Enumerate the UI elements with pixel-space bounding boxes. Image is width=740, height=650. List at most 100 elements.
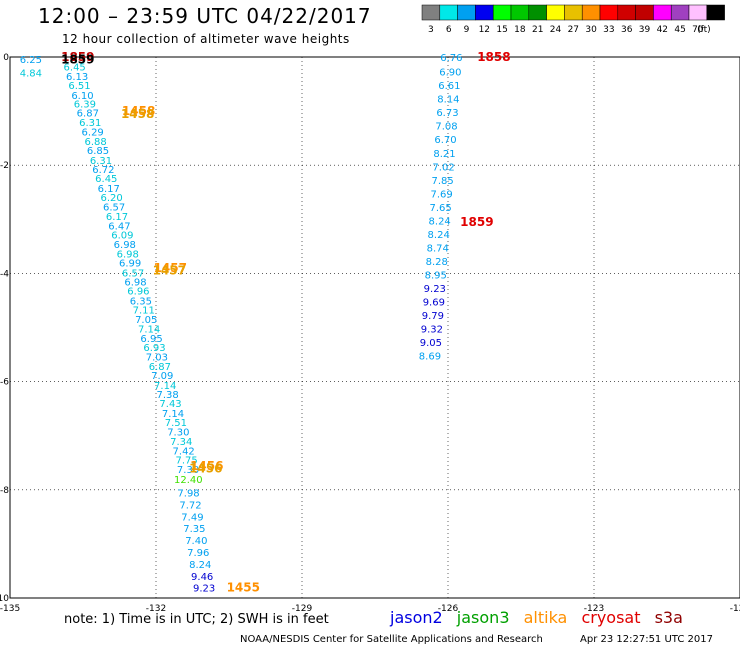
colorbar-tick-label: 18: [514, 25, 526, 35]
wave-height-label: 6.96: [127, 287, 149, 298]
credit-line: NOAA/NESDIS Center for Satellite Applica…: [240, 634, 543, 645]
colorbar-tick-label: 24: [550, 25, 562, 35]
colorbar-tick-label: 39: [639, 25, 651, 35]
wave-height-label: 7.75: [175, 456, 197, 467]
wave-height-label: 8.69: [419, 352, 441, 363]
pass-time-label: 1458: [122, 104, 155, 118]
x-tick-label: -135: [0, 604, 20, 614]
wave-height-label: 7.08: [435, 122, 457, 133]
pass-time-label: 1457: [153, 264, 186, 278]
y-tick-label: -6: [0, 378, 9, 388]
y-tick-label: -10: [0, 594, 9, 604]
pass-time-label: 1859: [61, 50, 94, 64]
colorbar-tick-label: 27: [568, 25, 579, 35]
wave-height-label: 7.38: [156, 390, 178, 401]
wave-height-label: 6.35: [130, 296, 152, 307]
wave-height-label: 6.57: [122, 268, 144, 279]
wave-height-label: 7.03: [146, 353, 168, 364]
wave-height-label: 6.29: [82, 128, 104, 139]
wave-height-label: 7.69: [430, 189, 452, 200]
chart-subtitle: 12 hour collection of altimeter wave hei…: [62, 32, 350, 46]
x-tick-label: -132: [146, 604, 166, 614]
pass-time-label: 1858: [477, 50, 510, 64]
wave-height-label: 7.14: [162, 409, 184, 420]
wave-height-label: 7.85: [431, 176, 453, 187]
wave-height-label: 6.87: [149, 362, 171, 373]
wave-height-label: 7.02: [432, 162, 454, 173]
wave-height-label: 6.73: [436, 108, 458, 119]
wave-height-label: 7.05: [135, 315, 157, 326]
x-tick-label: -123: [584, 604, 604, 614]
colorbar-tick-label: 21: [532, 25, 543, 35]
wave-height-label: 6.45: [64, 63, 86, 74]
x-tick-label: -129: [292, 604, 313, 614]
wave-height-label: 6.61: [438, 81, 460, 92]
satellite-name-altika: altika: [523, 608, 568, 627]
wave-height-label: 7.51: [165, 418, 187, 429]
y-tick-label: -4: [0, 269, 9, 279]
wave-height-label: 6.88: [84, 137, 106, 148]
pass-time-label: 1456: [189, 462, 222, 476]
wave-height-label: 6.17: [106, 212, 128, 223]
wave-height-label: 6.85: [87, 146, 109, 157]
colorbar-tick-label: 12: [479, 25, 490, 35]
wave-height-label: 8.74: [427, 243, 449, 254]
satellite-name-jason2: jason2: [390, 608, 443, 627]
wave-height-label: 6.72: [92, 165, 114, 176]
wave-height-label: 7.96: [187, 548, 209, 559]
wave-height-label: 7.72: [179, 500, 201, 511]
colorbar-tick-label: 30: [585, 25, 597, 35]
x-tick-label: -120: [730, 604, 740, 614]
pass-time-label: 1859: [460, 215, 493, 229]
pass-time-label: 1456: [190, 459, 223, 473]
wave-height-label: 8.28: [426, 257, 448, 268]
pass-time-label: 1458: [121, 107, 154, 121]
y-tick-label: 0: [3, 53, 9, 63]
wave-height-label: 6.25: [20, 55, 42, 66]
wave-height-label: 6.47: [108, 221, 130, 232]
wave-height-label: 8.21: [433, 149, 455, 160]
wave-height-label: 7.11: [133, 306, 155, 317]
wave-height-label: 6.57: [103, 202, 125, 213]
pass-time-label: 1455: [227, 581, 260, 595]
colorbar-tick-label: 33: [603, 25, 614, 35]
wave-height-label: 6.90: [439, 68, 461, 79]
colorbar-tick-label: 3: [428, 25, 434, 35]
wave-height-label: 6.76: [440, 53, 462, 64]
colorbar-unit-label: (ft): [697, 25, 711, 35]
wave-height-label: 6.31: [79, 118, 101, 129]
footnote: note: 1) Time is in UTC; 2) SWH is in fe…: [64, 612, 329, 627]
wave-height-label: 6.95: [140, 334, 162, 345]
colorbar-tick-label: 6: [446, 25, 452, 35]
pass-time-label: 1859: [61, 53, 94, 67]
wave-height-label: 7.34: [170, 437, 192, 448]
wave-height-label: 9.79: [422, 311, 444, 322]
colorbar-legend: 3 6 9 12 15 18 21 24 27 30 33 36 39 42 45 70(ft): [421, 4, 725, 35]
colorbar-tick-label: 45: [674, 25, 685, 35]
colorbar-tick-label: 70: [692, 25, 704, 35]
chart-title: 12:00 – 23:59 UTC 04/22/2017: [38, 4, 372, 28]
wave-height-label: 6.17: [98, 184, 120, 195]
wave-height-label: 9.05: [420, 338, 442, 349]
wave-height-label: 6.98: [114, 240, 136, 251]
wave-height-label: 9.23: [193, 584, 215, 595]
y-tick-label: -2: [0, 161, 9, 171]
wave-height-label: 9.69: [423, 298, 445, 309]
wave-height-label: 7.42: [173, 446, 195, 457]
wave-height-label: 6.99: [119, 259, 141, 270]
wave-height-label: 6.87: [77, 109, 99, 120]
wave-height-label: 4.84: [20, 69, 42, 80]
wave-height-label: 6.13: [66, 72, 88, 83]
wave-height-label: 8.14: [437, 95, 459, 106]
wave-height-label: 7.14: [154, 381, 176, 392]
generation-timestamp: Apr 23 12:27:51 UTC 2017: [580, 634, 713, 645]
x-tick-label: -126: [438, 604, 459, 614]
plot-frame: [9, 56, 740, 599]
satellite-legend: jason2 jason3 altika cryosat s3a: [390, 608, 692, 627]
colorbar-tick-label: 42: [657, 25, 668, 35]
pass-time-label: 1457: [154, 261, 187, 275]
colorbar-tick-label: 15: [496, 25, 507, 35]
wave-height-label: 9.46: [191, 572, 213, 583]
wave-height-label: 6.10: [71, 91, 93, 102]
wave-height-label: 7.30: [177, 465, 199, 476]
